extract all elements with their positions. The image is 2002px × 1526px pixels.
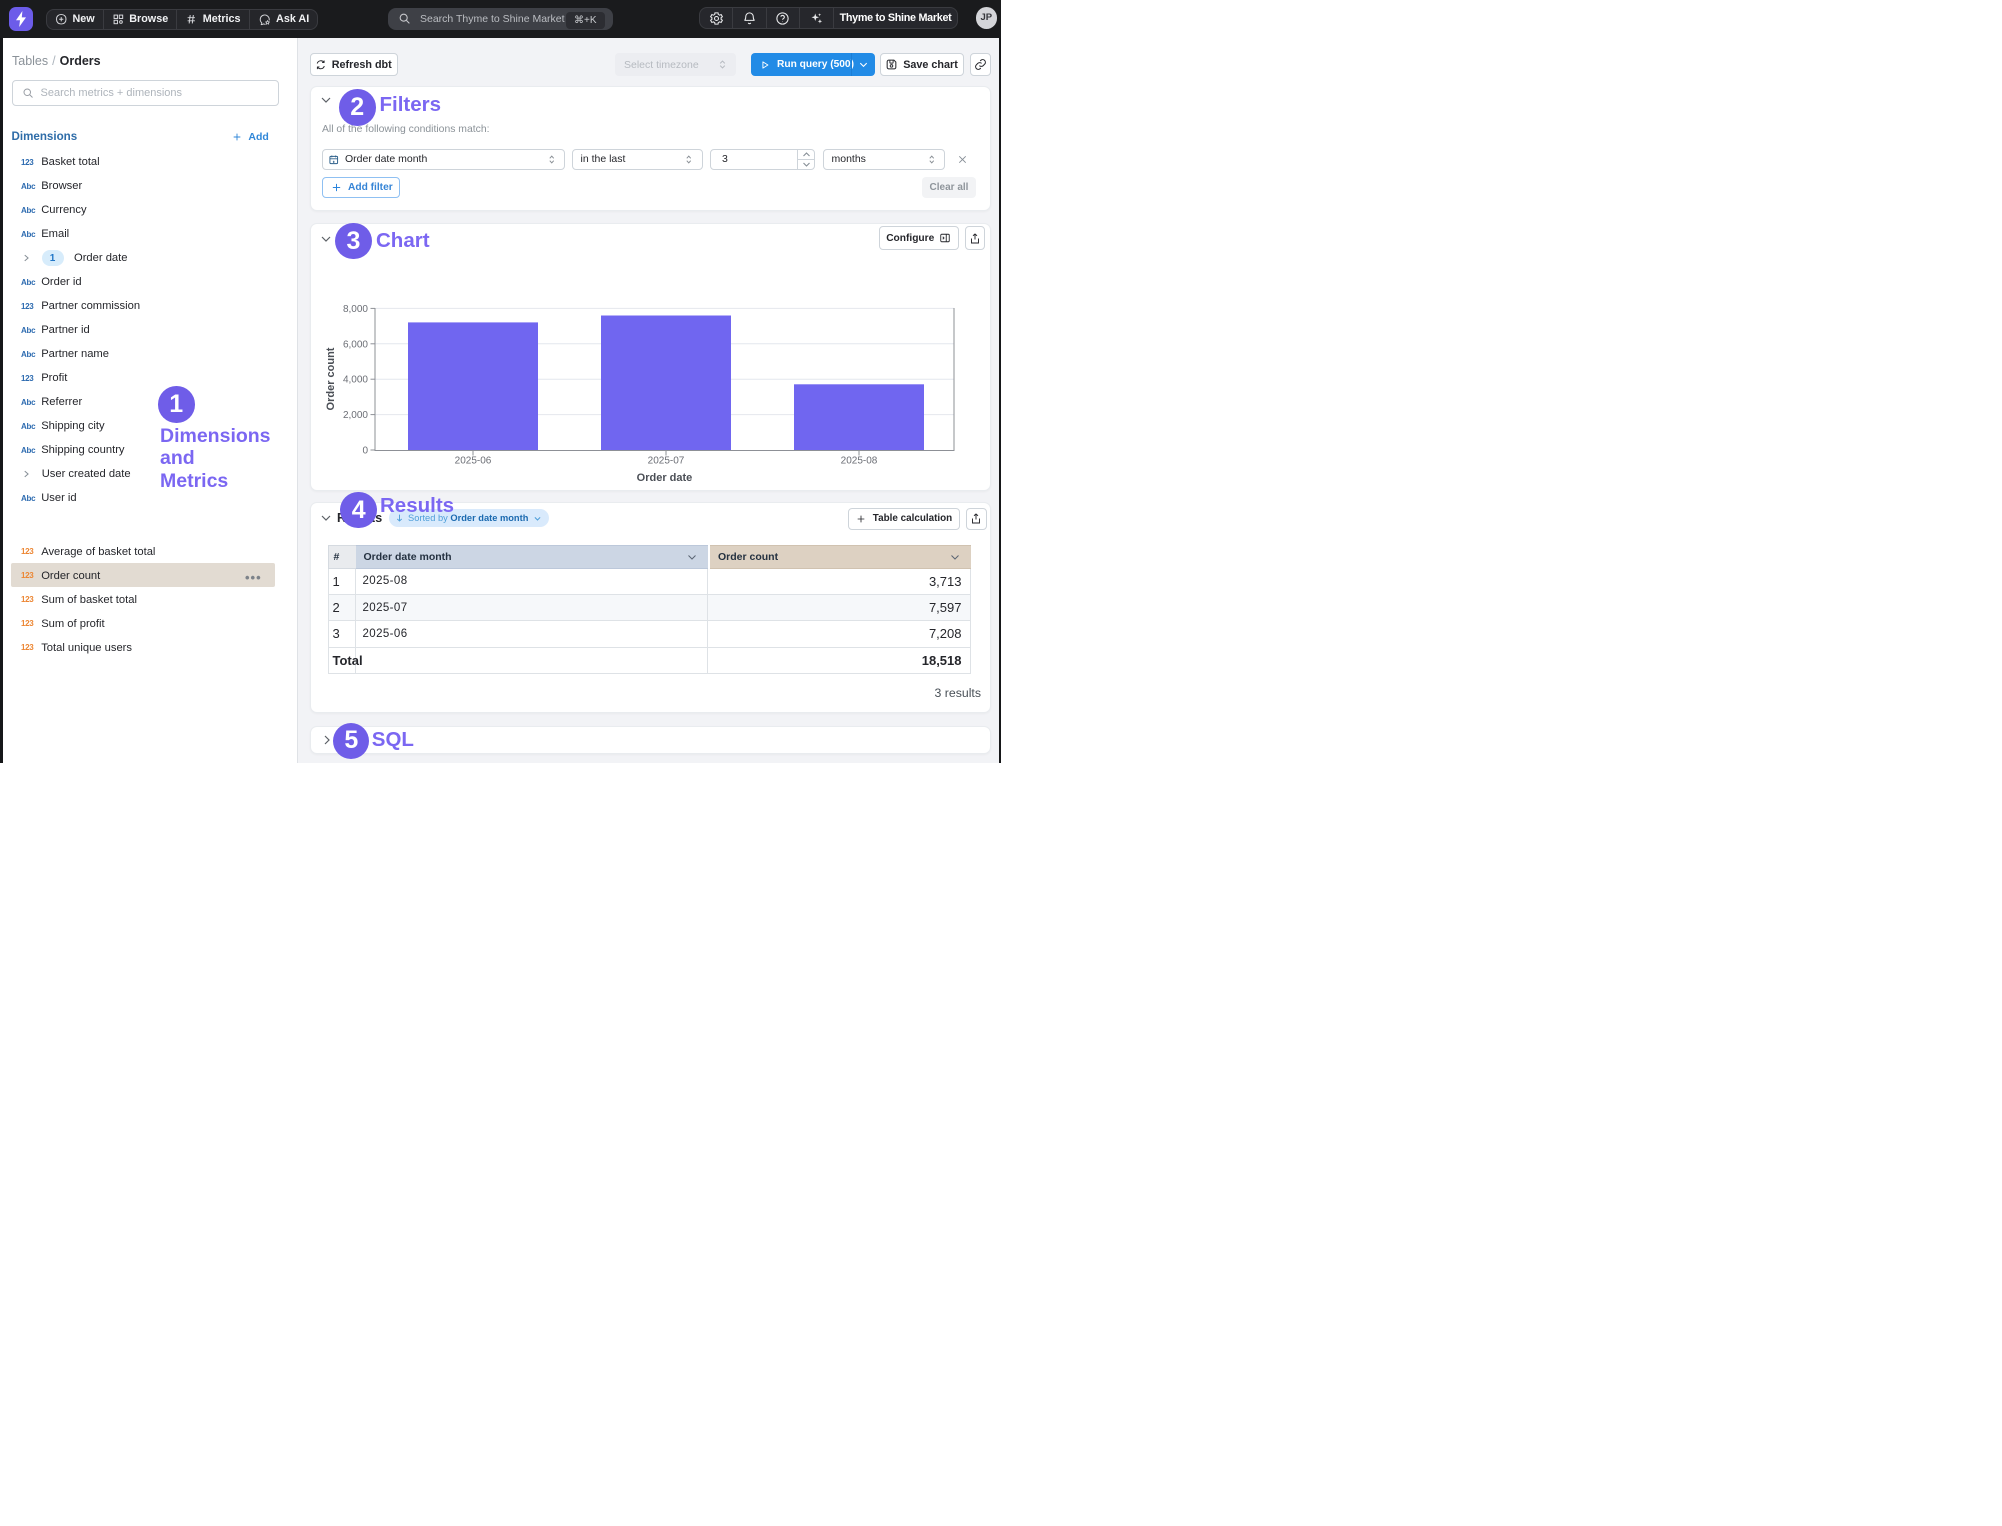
svg-text:2,000: 2,000 — [343, 410, 368, 421]
svg-text:Order date: Order date — [637, 472, 693, 484]
svg-text:2025-08: 2025-08 — [841, 456, 878, 467]
svg-text:2025-06: 2025-06 — [455, 456, 492, 467]
svg-text:4,000: 4,000 — [343, 375, 368, 386]
svg-text:Order count: Order count — [325, 347, 337, 410]
svg-text:6,000: 6,000 — [343, 339, 368, 350]
svg-text:8,000: 8,000 — [343, 304, 368, 315]
svg-text:2025-07: 2025-07 — [648, 456, 685, 467]
svg-text:0: 0 — [362, 446, 368, 457]
